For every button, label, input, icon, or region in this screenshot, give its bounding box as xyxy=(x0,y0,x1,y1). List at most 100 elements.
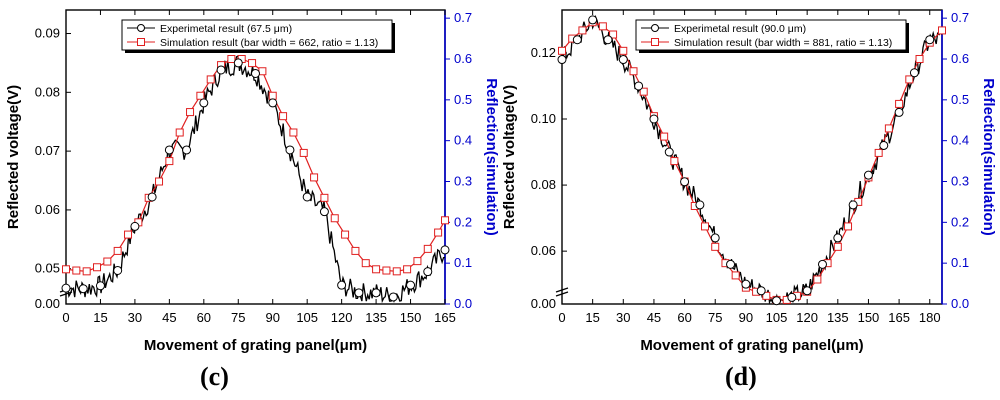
x-tick-label: 60 xyxy=(197,310,211,325)
experimental-point xyxy=(216,65,226,75)
y2-tick-label: 0.5 xyxy=(951,92,969,107)
y2-tick-label: 0.5 xyxy=(454,92,472,107)
y2-tick-label: 0.1 xyxy=(454,255,472,270)
y2-tick-label: 0.0 xyxy=(454,296,472,311)
experimental-point xyxy=(618,55,628,65)
y2-axis-label: Reflection(simulation) xyxy=(980,78,997,236)
legend: Experimetal result (90.0 μm) Simulation r… xyxy=(635,19,909,53)
simulation-point xyxy=(103,257,112,266)
y-zero-label: 0.00 xyxy=(531,296,556,311)
y2-tick-label: 0.2 xyxy=(951,214,969,229)
simulation-line xyxy=(561,21,943,301)
simulation-point xyxy=(341,230,350,239)
x-tick-label: 150 xyxy=(400,310,422,325)
simulation-point xyxy=(268,91,277,100)
simulation-point xyxy=(279,112,288,121)
x-tick-label: 90 xyxy=(739,310,753,325)
simulation-point xyxy=(833,242,842,251)
y-tick-label: 0.09 xyxy=(35,26,60,41)
simulation-point xyxy=(938,26,946,35)
simulation-point xyxy=(813,275,822,284)
simulation-point xyxy=(196,91,205,100)
legend: Experimetal result (67.5 μm) Simulation r… xyxy=(121,19,395,53)
x-tick-label: 30 xyxy=(616,310,630,325)
experimental-point xyxy=(802,286,812,296)
x-tick-label: 60 xyxy=(677,310,691,325)
simulation-point xyxy=(895,99,904,108)
y-tick-label: 0.08 xyxy=(531,177,556,192)
simulation-point xyxy=(155,177,164,186)
x-axis-label: Movement of grating panel(μm) xyxy=(640,337,863,354)
y2-tick-label: 0.4 xyxy=(951,133,969,148)
simulation-point xyxy=(351,246,360,255)
plot-frame xyxy=(65,9,446,305)
x-tick-label: 45 xyxy=(647,310,661,325)
simulation-point xyxy=(289,128,298,137)
experimental-point xyxy=(130,221,140,231)
axis-break-mark xyxy=(555,287,569,297)
simulation-point xyxy=(558,46,566,55)
experimental-point xyxy=(649,114,659,124)
simulation-point xyxy=(660,132,669,141)
experimental-point xyxy=(634,81,644,91)
experimental-point xyxy=(406,280,416,290)
simulation-point xyxy=(124,230,133,239)
x-tick-label: 120 xyxy=(796,310,818,325)
experimental-point xyxy=(848,200,858,210)
experimental-point xyxy=(371,288,381,298)
experimental-point xyxy=(182,145,192,155)
plot-frame xyxy=(561,9,943,305)
simulation-point xyxy=(175,128,184,137)
experimental-point xyxy=(833,233,843,243)
experimental-point xyxy=(285,145,295,155)
x-tick-label: 30 xyxy=(128,310,142,325)
simulation-point xyxy=(441,216,449,225)
y2-tick-label: 0.7 xyxy=(951,10,969,25)
y2-tick-label: 0.0 xyxy=(951,296,969,311)
x-tick-label: 0 xyxy=(62,310,69,325)
experimental-point xyxy=(787,292,797,302)
legend-box xyxy=(635,19,907,51)
simulation-point xyxy=(330,214,339,223)
experimental-point xyxy=(61,283,71,293)
simulation-point xyxy=(629,67,638,76)
y-tick-label: 0.12 xyxy=(531,45,556,60)
axis-break-line xyxy=(555,291,569,297)
x-tick-label: 180 xyxy=(919,310,941,325)
x-tick-label: 105 xyxy=(766,310,788,325)
simulation-point xyxy=(578,26,587,35)
simulation-point xyxy=(227,55,236,63)
simulation-point xyxy=(206,75,215,84)
x-axis-label: Movement of grating panel(μm) xyxy=(144,337,367,354)
experimental-point xyxy=(772,296,782,306)
y2-tick-label: 0.1 xyxy=(951,255,969,270)
simulation-point xyxy=(711,242,720,251)
x-tick-label: 135 xyxy=(827,310,849,325)
x-tick-label: 45 xyxy=(162,310,176,325)
legend-label-experimental: Experimetal result (90.0 μm) xyxy=(674,23,806,35)
y2-tick-label: 0.4 xyxy=(454,133,472,148)
simulation-point xyxy=(62,265,70,274)
simulation-line xyxy=(65,58,446,272)
y2-axis-label: Reflection(simulation) xyxy=(483,78,500,236)
experimental-point xyxy=(423,267,433,277)
legend-label-simulation: Simulation result (bar width = 881, rati… xyxy=(674,37,892,49)
experimental-point xyxy=(302,192,312,202)
legend-box xyxy=(121,19,393,51)
experimental-point xyxy=(664,147,674,157)
simulation-point xyxy=(762,291,771,300)
experimental-point xyxy=(680,177,690,187)
x-tick-label: 15 xyxy=(93,310,107,325)
simulation-point xyxy=(299,148,308,157)
simulation-point xyxy=(392,267,401,276)
experimental-point xyxy=(572,35,582,45)
experimental-point xyxy=(319,207,329,217)
y2-tick-label: 0.6 xyxy=(454,51,472,66)
experimental-point xyxy=(147,192,157,202)
y-axis-label: Reflected voltage(V) xyxy=(501,85,518,229)
experimental-point xyxy=(603,35,613,45)
experimental-point xyxy=(113,265,123,275)
simulation-point xyxy=(72,266,81,275)
experimental-point xyxy=(710,233,720,243)
